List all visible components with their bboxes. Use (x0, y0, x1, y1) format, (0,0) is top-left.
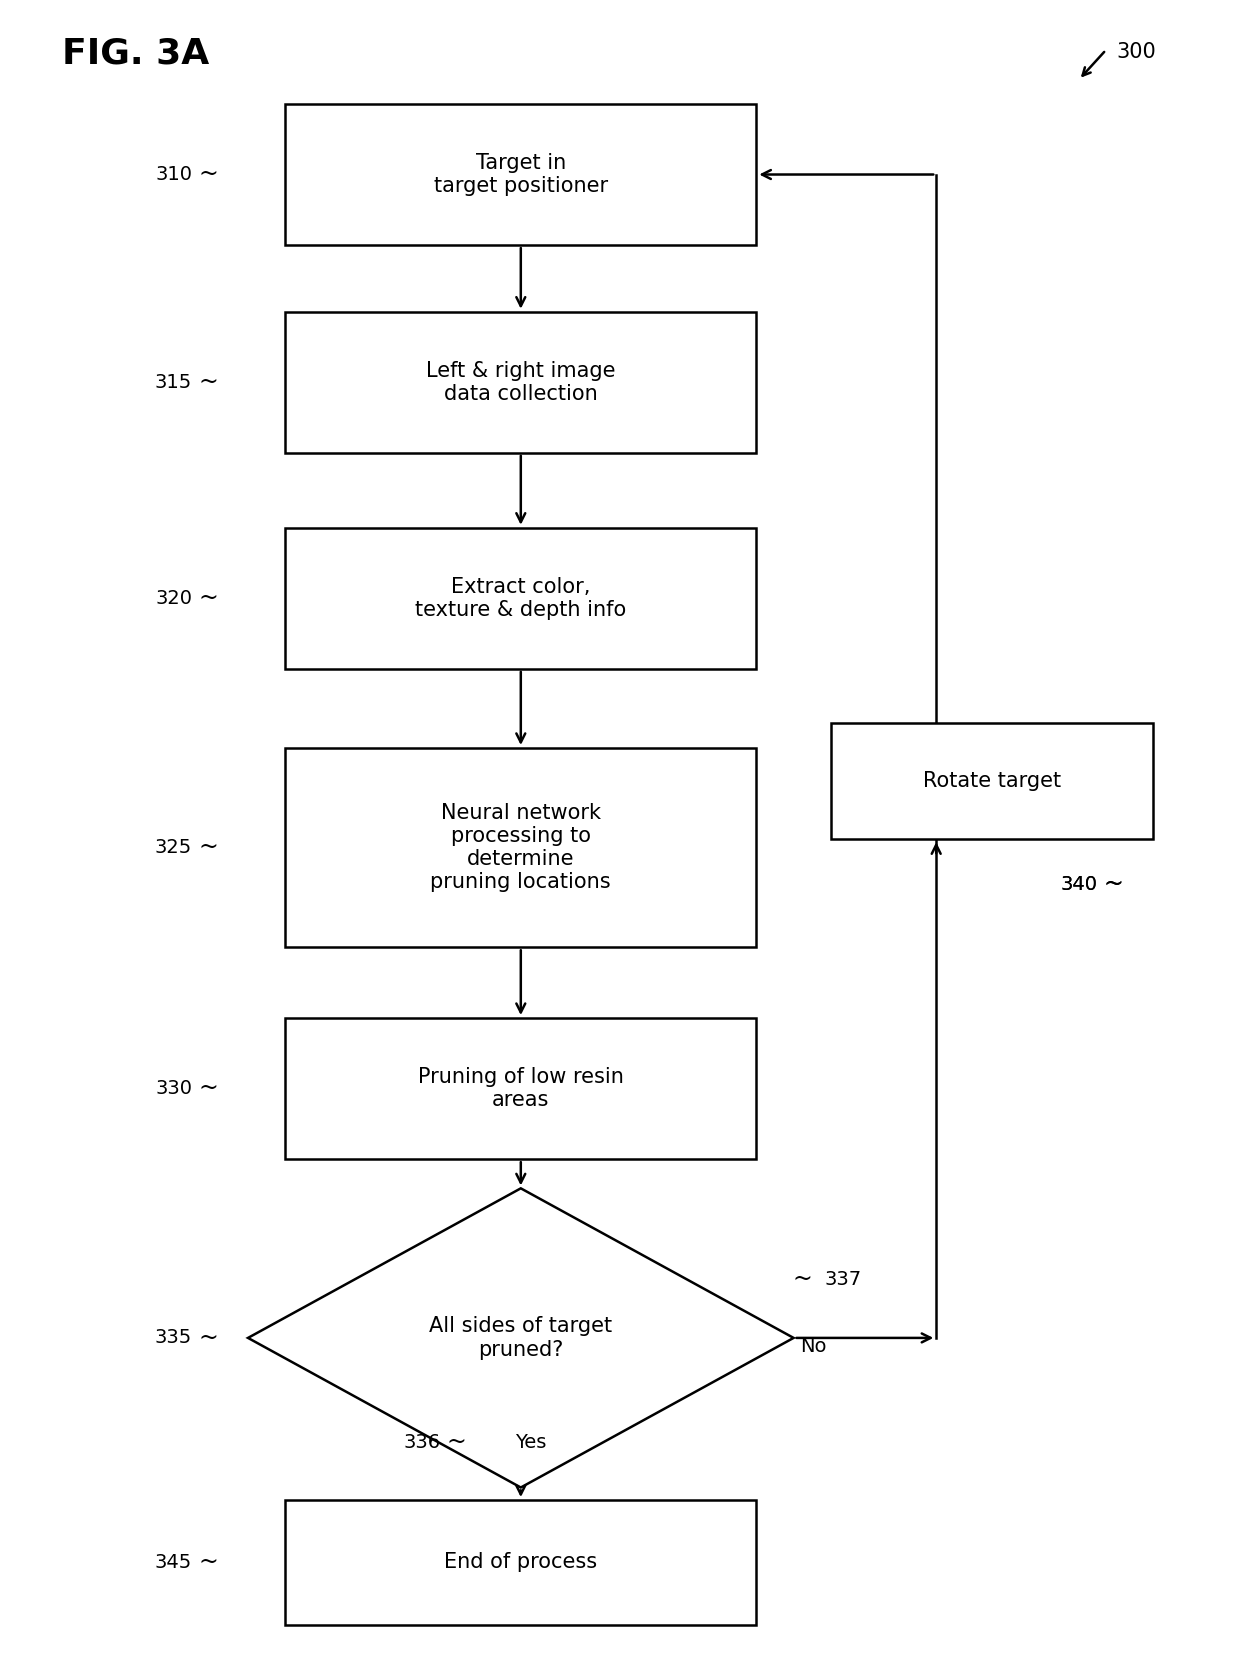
Text: 320: 320 (155, 588, 192, 608)
Text: ~: ~ (198, 371, 218, 394)
Text: Yes: Yes (515, 1433, 546, 1453)
Text: ~: ~ (792, 1268, 812, 1291)
FancyBboxPatch shape (285, 1499, 756, 1625)
Text: 340: 340 (1060, 874, 1097, 894)
Text: ~: ~ (1104, 873, 1123, 896)
Text: FIG. 3A: FIG. 3A (62, 37, 210, 70)
Text: 300: 300 (1116, 42, 1156, 61)
Text: ~: ~ (198, 836, 218, 859)
Text: Pruning of low resin
areas: Pruning of low resin areas (418, 1067, 624, 1110)
FancyBboxPatch shape (285, 312, 756, 452)
FancyBboxPatch shape (285, 103, 756, 244)
Text: ~: ~ (198, 587, 218, 610)
Text: 310: 310 (155, 165, 192, 184)
Text: Extract color,
texture & depth info: Extract color, texture & depth info (415, 577, 626, 620)
Text: ~: ~ (198, 163, 218, 186)
Text: ~: ~ (446, 1431, 466, 1454)
Text: Neural network
processing to
determine
pruning locations: Neural network processing to determine p… (430, 803, 611, 892)
Text: ~: ~ (198, 1551, 218, 1574)
Text: 335: 335 (155, 1328, 192, 1348)
Text: 336: 336 (403, 1433, 440, 1453)
FancyBboxPatch shape (831, 723, 1153, 839)
Text: 315: 315 (155, 372, 192, 392)
Text: 337: 337 (825, 1270, 862, 1290)
Text: ~: ~ (198, 1326, 218, 1350)
FancyBboxPatch shape (285, 1017, 756, 1160)
FancyBboxPatch shape (285, 748, 756, 947)
Text: No: No (800, 1336, 826, 1356)
Text: 325: 325 (155, 838, 192, 858)
Text: 330: 330 (155, 1079, 192, 1099)
Text: Rotate target: Rotate target (923, 771, 1061, 791)
Text: 345: 345 (155, 1552, 192, 1572)
Text: End of process: End of process (444, 1552, 598, 1572)
Polygon shape (248, 1188, 794, 1487)
Text: 340: 340 (1060, 874, 1097, 894)
Text: Left & right image
data collection: Left & right image data collection (427, 361, 615, 404)
Text: ~: ~ (1104, 873, 1123, 896)
Text: All sides of target
pruned?: All sides of target pruned? (429, 1316, 613, 1360)
Text: ~: ~ (198, 1077, 218, 1100)
FancyBboxPatch shape (285, 527, 756, 668)
Text: Target in
target positioner: Target in target positioner (434, 153, 608, 196)
